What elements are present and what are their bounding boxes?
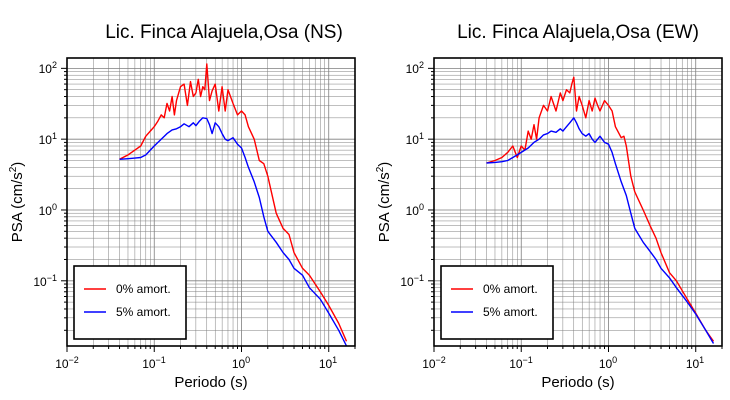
- chart-title: Lic. Finca Alajuela,Osa (EW): [457, 22, 699, 43]
- legend-box: [440, 265, 554, 340]
- chart-title: Lic. Finca Alajuela,Osa (NS): [105, 22, 343, 43]
- axis-ticks: [428, 67, 723, 352]
- series-group: [119, 63, 348, 347]
- y-axis-label: PSA (cm/s2): [375, 162, 393, 243]
- legend-label-0pct: 0% amort.: [116, 282, 171, 296]
- x-tick-label: 100: [599, 355, 617, 371]
- series-line-0pct-damping: [119, 63, 348, 342]
- chart-ew: Lic. Finca Alajuela,Osa (EW) 10−2 10−1 1…: [375, 22, 723, 391]
- series-line-5pct-damping: [486, 117, 715, 344]
- x-axis-label: Periodo (s): [174, 374, 247, 391]
- x-tick-label: 10−2: [55, 355, 79, 371]
- y-tick-label: 101: [39, 131, 57, 147]
- y-tick-label: 100: [39, 202, 57, 218]
- y-tick-label: 102: [39, 60, 57, 76]
- x-tick-label: 101: [319, 355, 337, 371]
- grid: [66, 58, 356, 346]
- legend-label-0pct: 0% amort.: [483, 282, 538, 296]
- legend-label-5pct: 5% amort.: [483, 305, 538, 319]
- y-axis-label: PSA (cm/s2): [8, 162, 26, 243]
- series-group: [486, 76, 715, 344]
- legend-label-5pct: 5% amort.: [116, 305, 171, 319]
- chart-ns: Lic. Finca Alajuela,Osa (NS) 10−2 10−1 1…: [8, 22, 356, 391]
- x-tick-label: 101: [686, 355, 704, 371]
- x-tick-label: 10−1: [142, 355, 166, 371]
- y-tick-label: 10−1: [33, 273, 57, 289]
- y-tick-label: 101: [406, 131, 424, 147]
- series-line-0pct-damping: [486, 76, 715, 342]
- x-tick-label: 10−1: [509, 355, 533, 371]
- x-axis-label: Periodo (s): [541, 374, 614, 391]
- series-line-5pct-damping: [119, 117, 348, 347]
- axis-ticks: [61, 67, 356, 352]
- plot-frame: [433, 57, 723, 347]
- y-tick-label: 10−1: [400, 273, 424, 289]
- y-tick-label: 100: [406, 202, 424, 218]
- legend: 0% amort. 5% amort.: [440, 265, 554, 340]
- x-tick-label: 10−2: [422, 355, 446, 371]
- legend: 0% amort. 5% amort.: [73, 265, 187, 340]
- legend-box: [73, 265, 187, 340]
- plot-frame: [66, 57, 356, 347]
- x-tick-label: 100: [232, 355, 250, 371]
- y-tick-label: 102: [406, 60, 424, 76]
